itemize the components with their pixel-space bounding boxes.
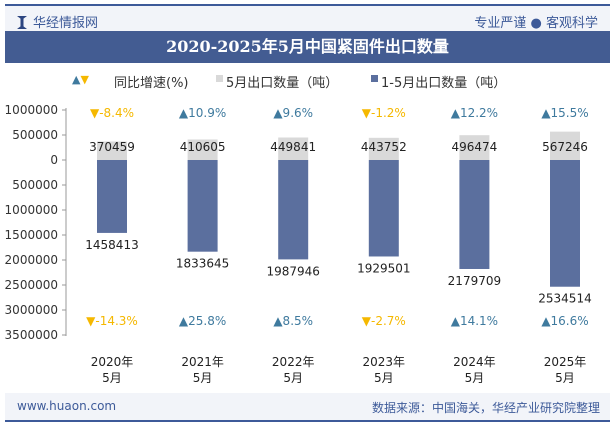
ytd-value-label: 1458413 bbox=[85, 238, 138, 252]
bar-ytd bbox=[550, 160, 580, 287]
x-tick-label-month: 5月 bbox=[465, 371, 485, 385]
growth-triangles-icon: ▲▼ bbox=[72, 73, 89, 86]
growth-label: ▲25.8% bbox=[179, 314, 226, 328]
may-value-label: 410605 bbox=[180, 140, 226, 154]
may-value-label: 449841 bbox=[270, 140, 316, 154]
y-tick-label: 3000000 bbox=[5, 303, 58, 317]
bar-ytd bbox=[278, 160, 309, 260]
bar-ytd bbox=[459, 160, 490, 269]
y-tick-label: 1000000 bbox=[5, 103, 58, 117]
growth-label: ▲15.5% bbox=[541, 106, 588, 120]
growth-label: ▲10.9% bbox=[179, 106, 226, 120]
logo-icon bbox=[17, 16, 27, 29]
y-tick-label: 500000 bbox=[12, 178, 58, 192]
brand-name: 华经情报网 bbox=[33, 16, 99, 31]
y-tick-label: 0 bbox=[50, 153, 58, 167]
brand[interactable]: 华经情报网 bbox=[17, 12, 98, 31]
x-tick-label-year: 2021年 bbox=[181, 355, 224, 369]
ytd-value-label: 2179709 bbox=[448, 274, 501, 288]
bar-may bbox=[368, 137, 399, 160]
footer-site[interactable]: www.huaon.com bbox=[17, 399, 117, 413]
y-tick-label: 3500000 bbox=[5, 328, 58, 342]
growth-label: ▲8.5% bbox=[273, 314, 313, 328]
slogan: 专业严谨 ● 客观科学 bbox=[474, 16, 598, 31]
x-tick-label-year: 2024年 bbox=[453, 355, 496, 369]
ytd-value-label: 1929501 bbox=[357, 261, 410, 275]
bar-may bbox=[187, 139, 218, 160]
legend-ytd-swatch bbox=[371, 75, 378, 82]
bar-may bbox=[459, 135, 490, 160]
y-tick-label: 500000 bbox=[12, 128, 58, 142]
growth-label: ▼-14.3% bbox=[86, 314, 138, 328]
bottom-rule bbox=[5, 420, 610, 422]
legend-may-swatch bbox=[216, 75, 223, 82]
footer-source: 数据来源：中国海关，华经产业研究院整理 bbox=[371, 401, 600, 415]
bar-ytd bbox=[187, 160, 218, 252]
may-value-label: 567246 bbox=[542, 140, 588, 154]
x-tick-label-year: 2020年 bbox=[91, 355, 134, 369]
y-tick-label: 2500000 bbox=[5, 278, 58, 292]
legend-growth: 同比增速(%) bbox=[114, 76, 189, 91]
x-tick-label-month: 5月 bbox=[555, 371, 575, 385]
top-rule bbox=[5, 4, 610, 6]
ytd-value-label: 2534514 bbox=[538, 292, 591, 306]
y-tick-label: 1000000 bbox=[5, 203, 58, 217]
x-tick-label-month: 5月 bbox=[283, 371, 303, 385]
ytd-value-label: 1833645 bbox=[176, 257, 229, 271]
bar-ytd bbox=[368, 160, 399, 257]
footer: www.huaon.com 数据来源：中国海关，华经产业研究院整理 bbox=[5, 393, 610, 420]
growth-label: ▼-2.7% bbox=[362, 314, 406, 328]
may-value-label: 443752 bbox=[361, 140, 407, 154]
growth-label: ▼-1.2% bbox=[362, 106, 406, 120]
header-bar: 华经情报网 专业严谨 ● 客观科学 bbox=[5, 6, 610, 31]
growth-label: ▲9.6% bbox=[273, 106, 313, 120]
x-tick-label-month: 5月 bbox=[374, 371, 394, 385]
bar-ytd bbox=[97, 160, 127, 233]
y-tick-label: 2000000 bbox=[5, 253, 58, 267]
growth-label: ▲14.1% bbox=[451, 314, 498, 328]
growth-label: ▼-8.4% bbox=[90, 106, 134, 120]
x-tick-label-year: 2025年 bbox=[544, 355, 587, 369]
legend-ytd: 1-5月出口数量（吨） bbox=[381, 76, 507, 91]
may-value-label: 496474 bbox=[451, 140, 497, 154]
chart-title: 2020-2025年5月中国紧固件出口数量 bbox=[5, 31, 610, 63]
may-value-label: 370459 bbox=[89, 140, 135, 154]
chart-plot: 1000000 500000 0 500000 1000000 1500000 200000… bbox=[5, 103, 592, 385]
bar-may bbox=[550, 131, 580, 160]
x-tick-label-month: 5月 bbox=[102, 371, 122, 385]
bar-may bbox=[278, 137, 309, 160]
ytd-value-label: 1987946 bbox=[266, 264, 319, 278]
growth-label: ▲12.2% bbox=[451, 106, 498, 120]
bar-may bbox=[97, 141, 127, 160]
x-tick-label-year: 2022年 bbox=[272, 355, 315, 369]
x-tick-label-month: 5月 bbox=[193, 371, 213, 385]
growth-label: ▲16.6% bbox=[541, 314, 588, 328]
x-tick-label-year: 2023年 bbox=[363, 355, 406, 369]
legend-may: 5月出口数量（吨） bbox=[226, 76, 339, 91]
y-tick-label: 1500000 bbox=[5, 228, 58, 242]
